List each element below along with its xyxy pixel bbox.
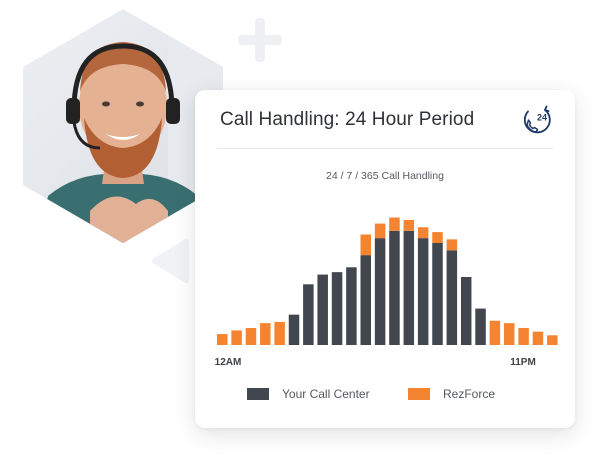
chart-title: 24 / 7 / 365 Call Handling: [326, 170, 444, 182]
card-title: Call Handling: 24 Hour Period: [220, 109, 475, 130]
plus-decoration-icon: [238, 18, 282, 62]
legend-item-rezforce: RezForce: [408, 387, 495, 401]
bar-call-center-10: [360, 255, 371, 345]
call-handling-card: Call Handling: 24 Hour Period 24 24 / 7 …: [195, 90, 575, 428]
bar-rezforce-20: [504, 323, 515, 345]
bar-rezforce-4: [274, 321, 285, 345]
bar-call-center-16: [446, 250, 458, 345]
badge-number: 24: [537, 113, 547, 123]
bar-call-center-17: [460, 277, 472, 345]
bar-call-center-9: [346, 267, 357, 345]
bar-rezforce-22: [532, 331, 544, 345]
x-tick-last: 11PM: [510, 357, 536, 368]
bar-call-center-6: [303, 284, 314, 345]
bar-rezforce-2: [245, 328, 257, 345]
bar-call-center-5: [288, 314, 300, 345]
legend-swatch-call-center: [247, 388, 269, 400]
bar-rezforce-1: [231, 330, 242, 345]
bar-rezforce-19: [489, 320, 501, 345]
bar-rezforce-16: [446, 239, 458, 251]
bar-call-center-12: [389, 230, 400, 345]
legend-label-rezforce: RezForce: [443, 387, 496, 401]
bar-call-center-8: [331, 272, 343, 345]
bar-call-center-7: [317, 274, 328, 345]
bars-group: [217, 217, 558, 345]
bar-rezforce-0: [217, 334, 228, 345]
bar-call-center-15: [432, 243, 443, 345]
legend-label-call-center: Your Call Center: [282, 387, 370, 401]
bar-rezforce-10: [360, 234, 371, 256]
bar-rezforce-15: [432, 232, 443, 243]
bar-rezforce-11: [374, 223, 386, 239]
play-triangle-icon: [152, 239, 189, 283]
agent-photo: [18, 6, 228, 246]
bar-rezforce-21: [518, 328, 529, 345]
bar-call-center-13: [403, 230, 415, 345]
title-divider: [217, 148, 553, 149]
legend-swatch-rezforce: [408, 388, 430, 400]
bar-call-center-14: [417, 238, 429, 345]
chart-legend: Your Call Center RezForce: [195, 387, 575, 407]
bar-rezforce-13: [403, 219, 415, 231]
bar-call-center-18: [475, 308, 486, 345]
bar-rezforce-14: [417, 227, 429, 239]
bar-call-center-11: [374, 238, 386, 345]
bar-rezforce-23: [547, 335, 558, 345]
phone-24-icon: 24: [523, 105, 551, 134]
bar-rezforce-3: [260, 323, 271, 345]
x-tick-first: 12AM: [215, 357, 242, 368]
bar-rezforce-12: [389, 217, 400, 231]
call-handling-chart: 24 / 7 / 365 Call Handling 12AM 11PM: [215, 170, 558, 368]
legend-item-call-center: Your Call Center: [247, 387, 370, 401]
